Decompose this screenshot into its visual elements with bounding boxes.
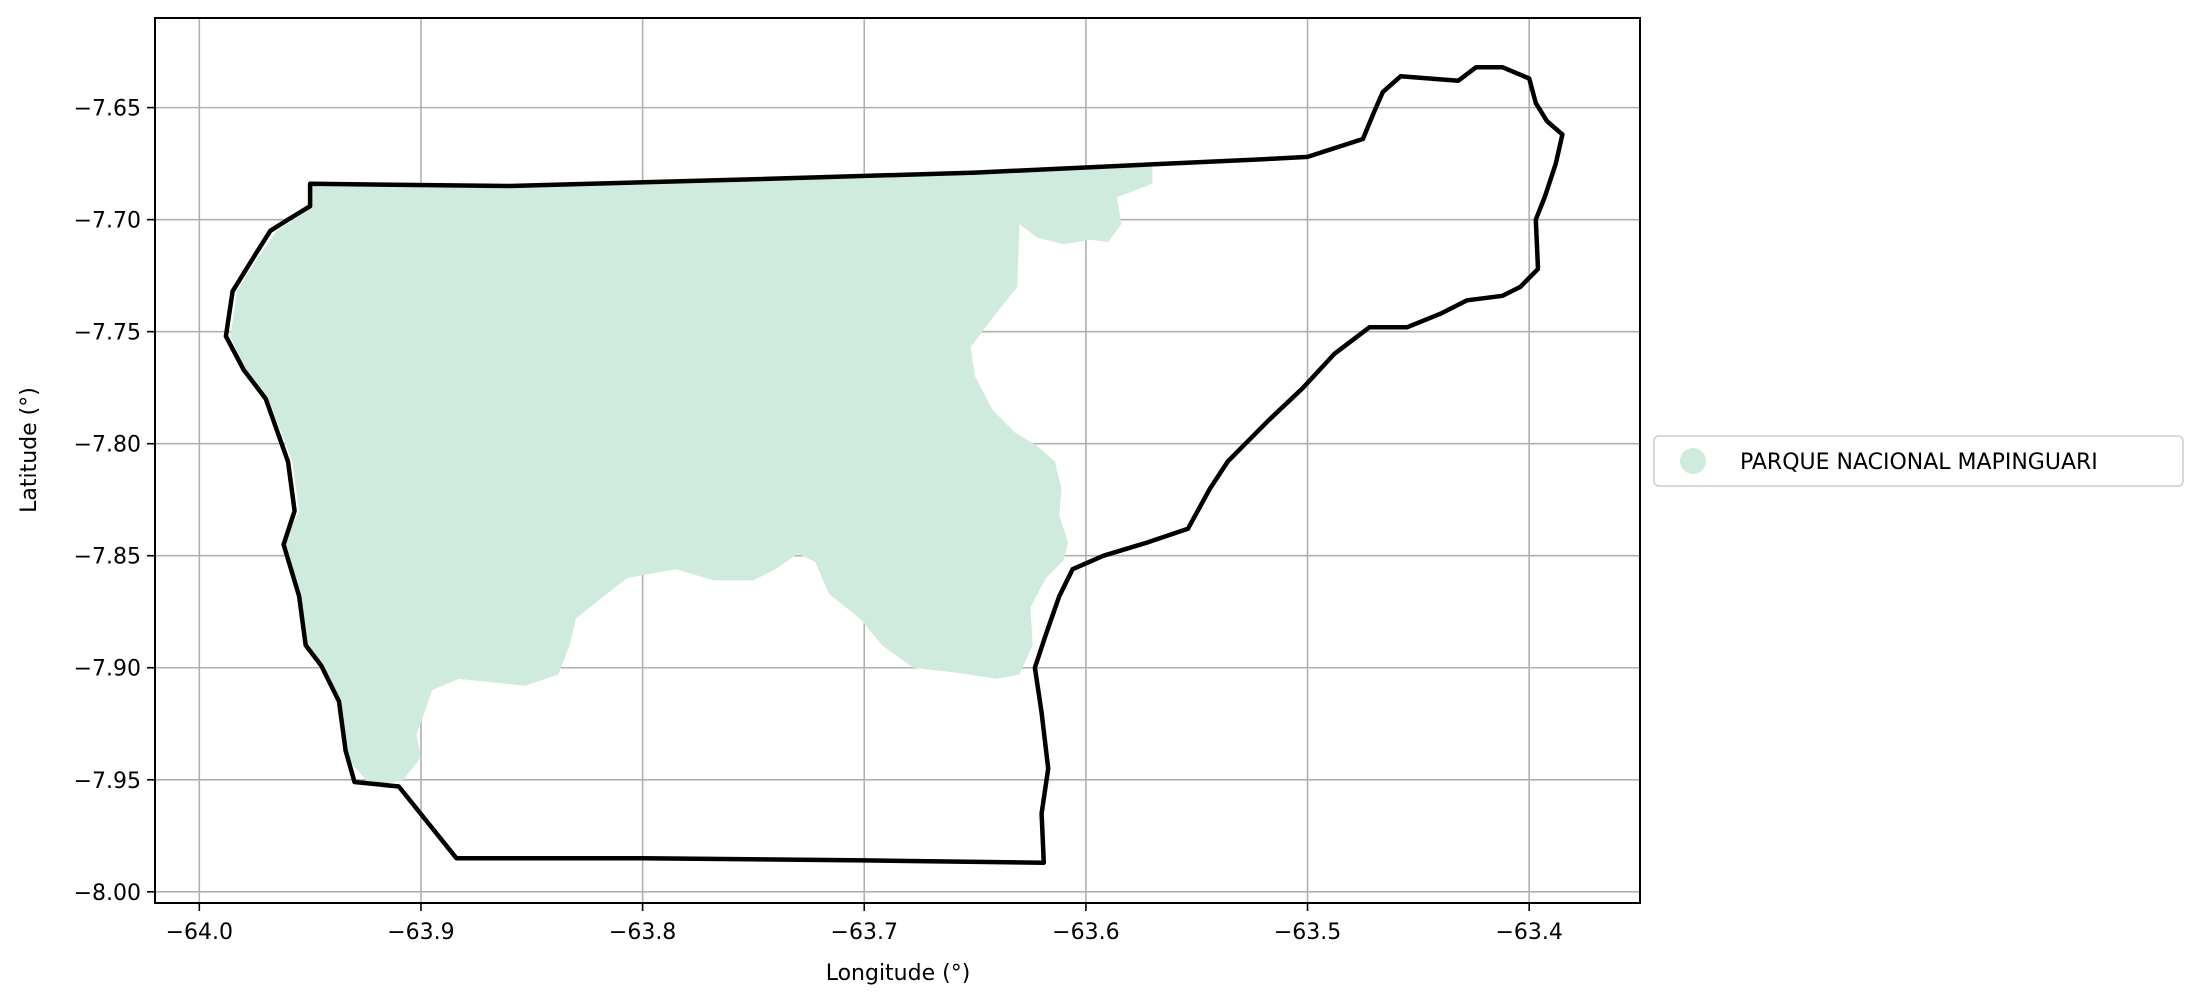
y-tick-label: −7.70 <box>74 209 141 234</box>
x-tick-label: −63.9 <box>387 920 454 945</box>
y-tick-label: −7.75 <box>74 321 141 346</box>
park-area <box>230 165 1153 787</box>
x-tick-label: −64.0 <box>166 920 233 945</box>
x-tick-label: −63.4 <box>1495 920 1562 945</box>
legend-label-park: PARQUE NACIONAL MAPINGUARI <box>1740 450 2098 475</box>
y-tick-label: −7.65 <box>74 97 141 122</box>
y-axis-label: Latitude (°) <box>17 387 42 513</box>
plot-frame <box>154 17 1641 904</box>
x-tick-label: −63.7 <box>831 920 898 945</box>
x-axis-ticks: −64.0 −63.9 −63.8 −63.7 −63.6 −63.5 −63.4 <box>166 903 1563 945</box>
y-tick-label: −7.95 <box>74 769 141 794</box>
x-axis-label: Longitude (°) <box>826 961 971 986</box>
x-tick-label: −63.6 <box>1052 920 1119 945</box>
y-tick-label: −7.80 <box>74 433 141 458</box>
park-area-layer <box>230 165 1153 787</box>
boundary-outline-layer <box>223 65 1565 865</box>
boundary-outline <box>223 65 1565 865</box>
legend-swatch-park <box>1680 448 1706 474</box>
legend-frame <box>1653 435 2184 487</box>
y-tick-label: −8.00 <box>74 881 141 906</box>
y-axis-ticks: −7.65 −7.70 −7.75 −7.80 −7.85 −7.90 −7.95 −8.00 <box>74 97 155 906</box>
x-tick-label: −63.8 <box>609 920 676 945</box>
x-tick-label: −63.5 <box>1274 920 1341 945</box>
legend: PARQUE NACIONAL MAPINGUARI <box>1653 435 2184 487</box>
y-tick-label: −7.85 <box>74 545 141 570</box>
y-tick-label: −7.90 <box>74 657 141 682</box>
